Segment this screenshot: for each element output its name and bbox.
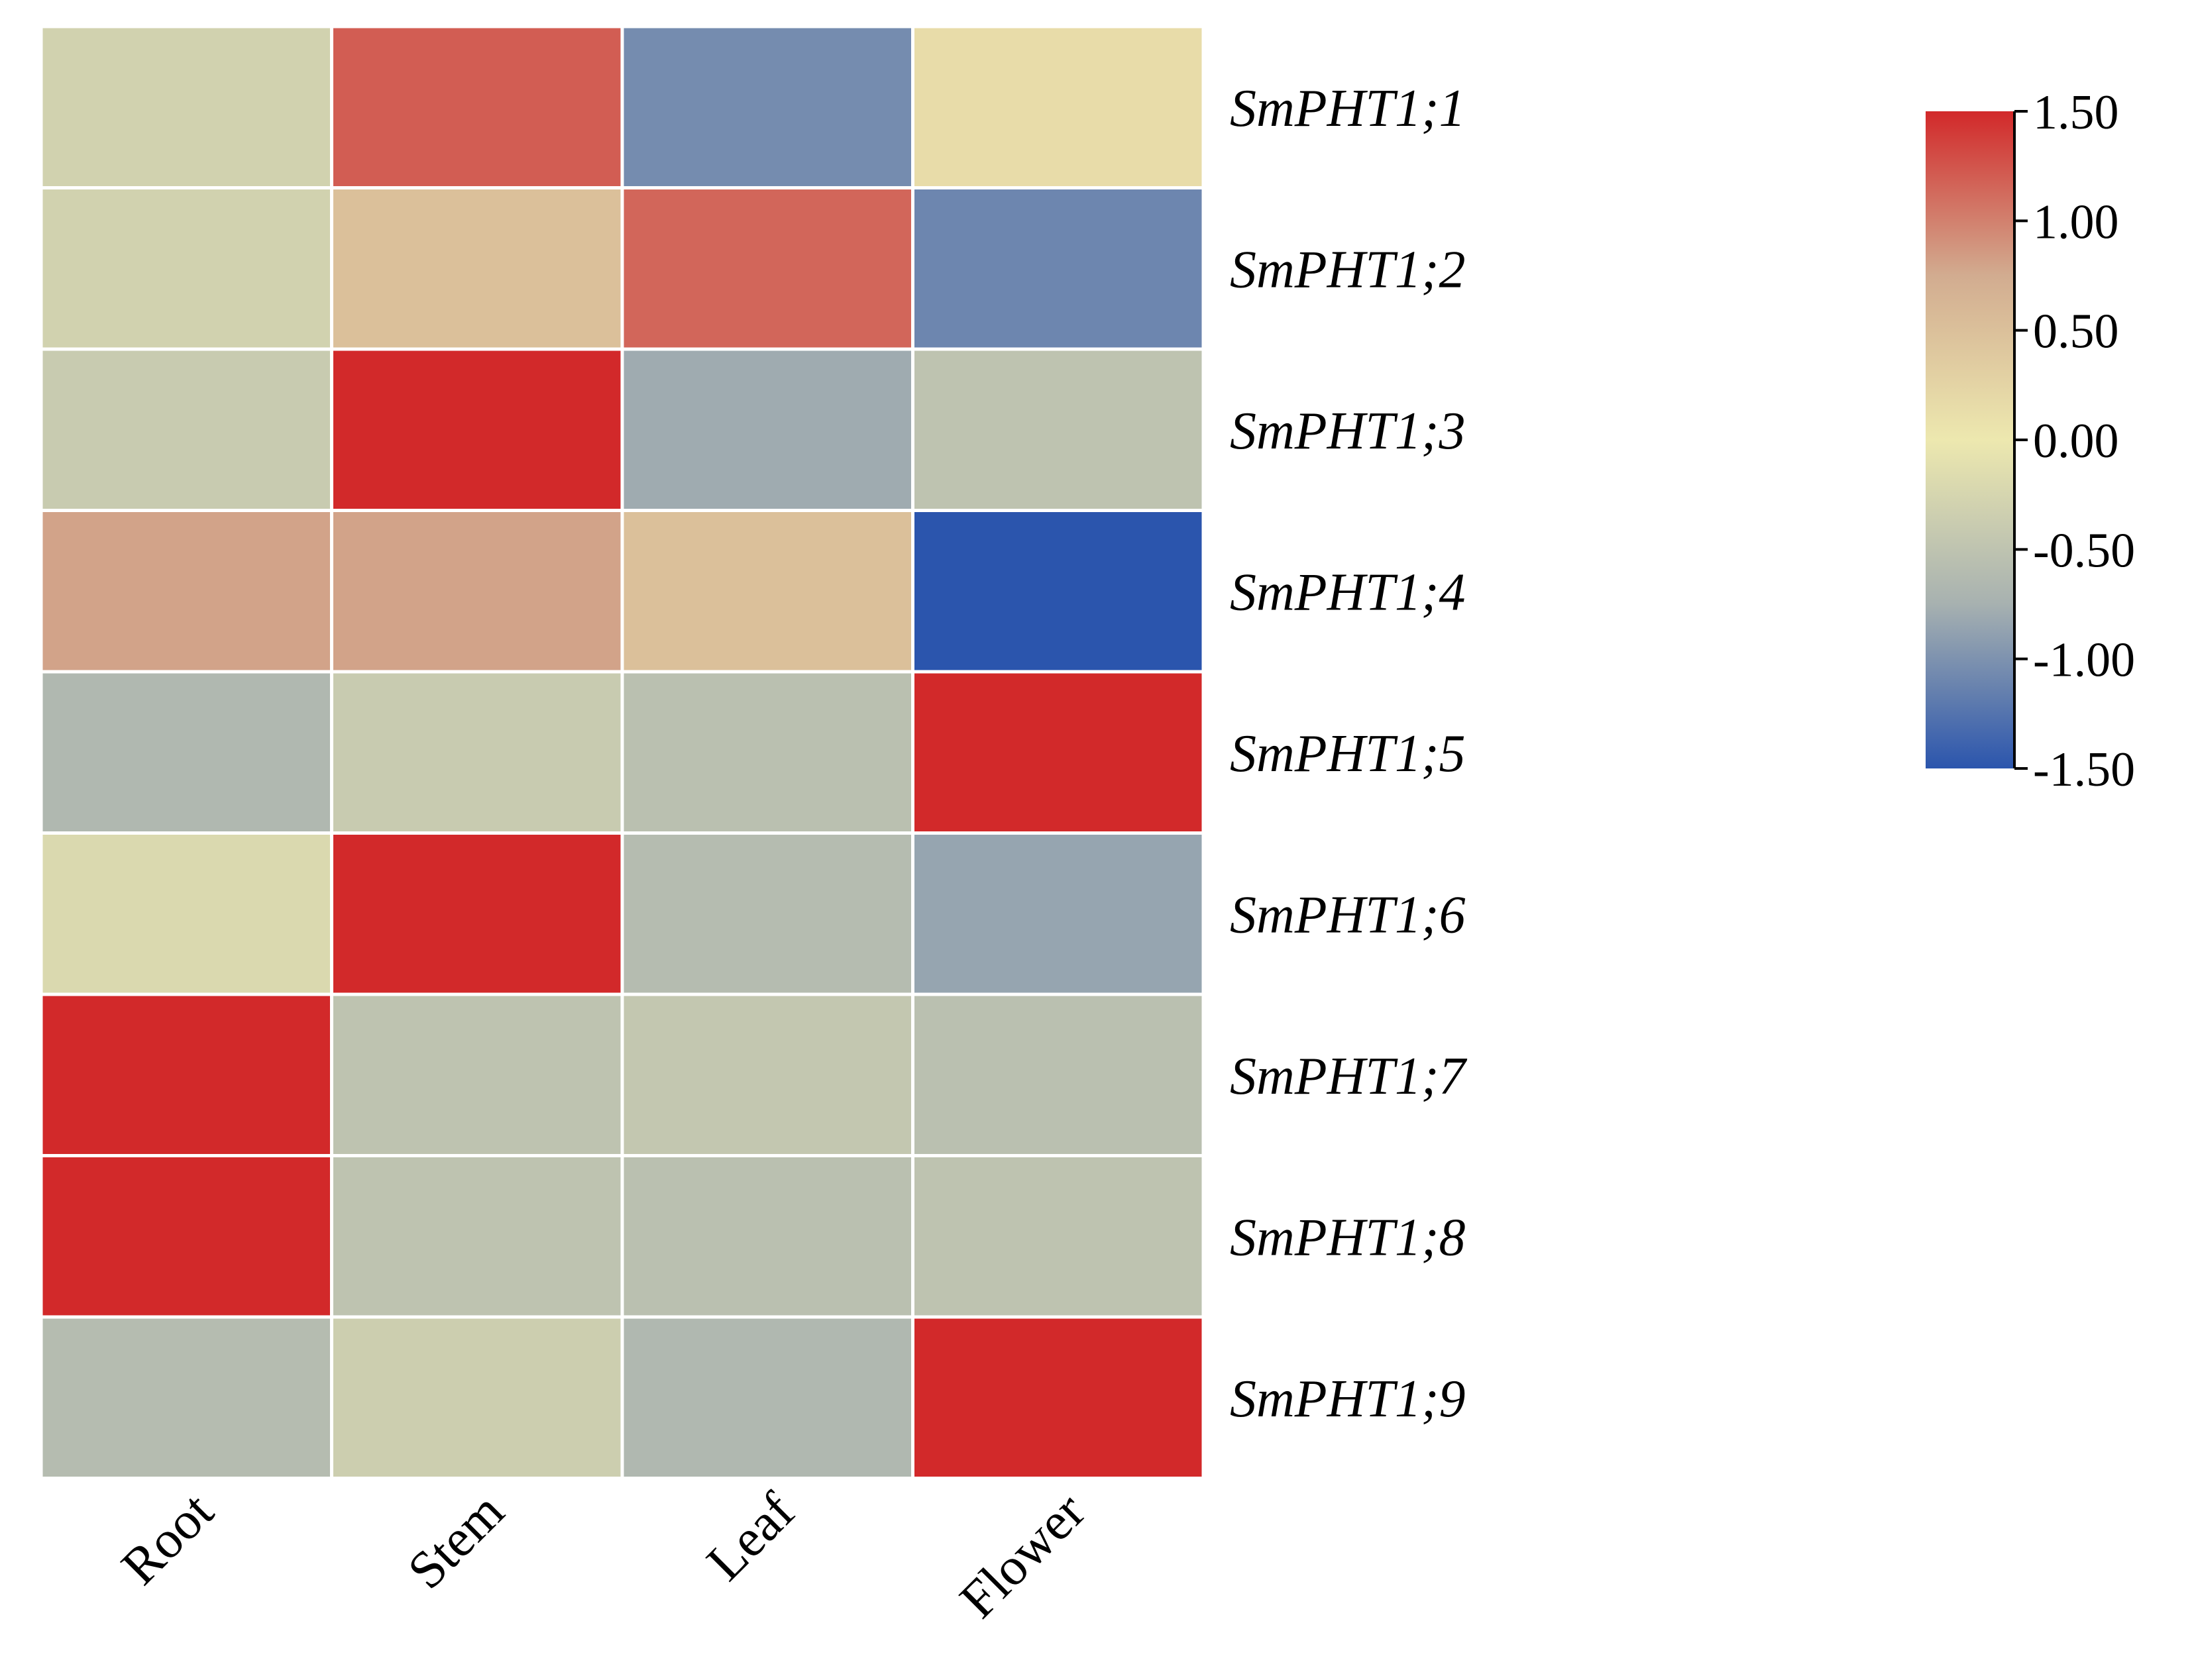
row-label: SmPHT1;3 [1230,402,1466,460]
heatmap-cell [914,512,1202,670]
heatmap-cell [42,835,330,993]
heatmap-cell [624,512,911,670]
heatmap-cell [333,189,621,348]
heatmap-cell [333,1157,621,1316]
colorbar-tick-label: 1.00 [2033,195,2119,249]
colorbar-tick-label: 1.50 [2033,85,2119,140]
heatmap-cell [333,350,621,509]
heatmap-cell [333,673,621,831]
heatmap-cell [624,673,911,831]
heatmap-cell [624,350,911,509]
row-label: SmPHT1;5 [1230,725,1466,783]
colorbar-tick-label: -0.50 [2033,523,2135,578]
heatmap-cell [914,350,1202,509]
heatmap-cell [914,189,1202,348]
heatmap-cell [624,1318,911,1477]
row-label: SmPHT1;8 [1230,1208,1466,1267]
row-labels: SmPHT1;1 SmPHT1;2 SmPHT1;3 SmPHT1;4 SmPHT1;5… [1230,79,1468,1428]
heatmap-cell [914,28,1202,186]
heatmap-cell [42,1318,330,1477]
row-label: SmPHT1;6 [1230,886,1466,944]
heatmap-cell [914,996,1202,1154]
colorbar: 1.50 1.00 0.50 0.00 -0.50 -1.00 -1.50 [1926,85,2135,797]
heatmap-cell [42,350,330,509]
row-label: SmPHT1;9 [1230,1370,1466,1428]
heatmap-cell [42,28,330,186]
heatmap-cell [42,189,330,348]
heatmap-cell [624,835,911,993]
heatmap-cell [42,1157,330,1316]
heatmap-cell [333,1318,621,1477]
row-label: SmPHT1;7 [1230,1047,1468,1106]
heatmap-cell [42,996,330,1154]
heatmap-cell [624,1157,911,1316]
colorbar-tick-label: -1.00 [2033,633,2135,688]
heatmap-cell [914,1318,1202,1477]
colorbar-gradient [1926,111,2014,768]
colorbar-tick-label: -1.50 [2033,743,2135,797]
heatmap-cell [914,835,1202,993]
colorbar-ticks: 1.50 1.00 0.50 0.00 -0.50 -1.00 -1.50 [2014,85,2135,797]
heatmap-cell [914,1157,1202,1316]
row-label: SmPHT1;2 [1230,240,1466,299]
heatmap-cell [624,996,911,1154]
heatmap-cell [333,512,621,670]
heatmap-cell [624,189,911,348]
colorbar-tick-label: 0.50 [2033,305,2119,359]
row-label: SmPHT1;4 [1230,563,1466,621]
heatmap-cell [333,996,621,1154]
heatmap-cell [42,673,330,831]
row-label: SmPHT1;1 [1230,79,1466,138]
heatmap-cell [42,512,330,670]
heatmap-cell [333,28,621,186]
heatmap-cells [42,28,1202,1477]
heatmap-cell [624,28,911,186]
heatmap-cell [914,673,1202,831]
heatmap-cell [333,835,621,993]
colorbar-tick-label: 0.00 [2033,414,2119,468]
